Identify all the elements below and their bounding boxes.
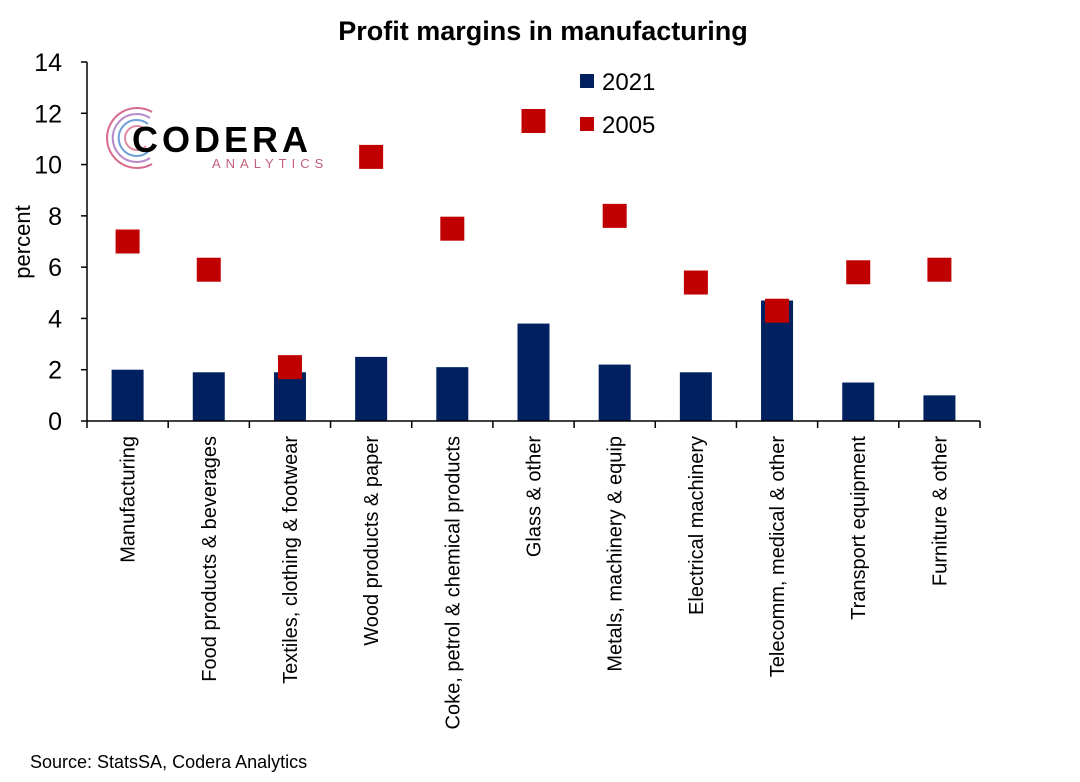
marker-2005: [927, 257, 952, 282]
legend-swatch-2021: [580, 74, 594, 88]
chart-title: Profit margins in manufacturing: [338, 16, 748, 46]
logo-tagline: ANALYTICS: [212, 156, 328, 171]
x-category-label: Electrical machinery: [686, 436, 708, 615]
bar-2021: [517, 323, 550, 421]
marker-2005: [359, 144, 384, 169]
x-category-label: Glass & other: [524, 436, 546, 558]
x-category-label: Metals, machinery & equip: [605, 436, 627, 672]
marker-2005: [115, 229, 140, 254]
plot-area: 0 2 4 6 8 10 12 14 Manufacturing Food products & …: [34, 49, 981, 729]
marker-2005: [602, 203, 627, 228]
marker-2005: [765, 298, 790, 323]
y-axis-label: percent: [10, 205, 35, 278]
y-tick-label: 10: [34, 152, 62, 180]
logo-name: CODERA: [132, 119, 312, 160]
marker-2005: [521, 108, 546, 133]
bar-2021: [842, 382, 875, 421]
x-category-label: Furniture & other: [929, 436, 951, 586]
bar-2021: [679, 372, 712, 421]
bar-2021: [273, 372, 306, 421]
y-tick-label: 4: [48, 305, 62, 333]
source-note: Source: StatsSA, Codera Analytics: [30, 752, 307, 772]
legend-label-2021: 2021: [602, 69, 655, 96]
y-tick-label: 8: [48, 203, 62, 231]
x-category-label: Telecomm, medical & other: [767, 436, 789, 678]
marker-2005: [440, 216, 465, 241]
bar-2021: [923, 395, 956, 421]
logo-swirl-icon: [106, 107, 153, 169]
bar-2021: [192, 372, 225, 421]
marker-2005: [846, 260, 871, 285]
x-category-label: Food products & beverages: [199, 436, 221, 682]
x-category-label: Wood products & paper: [361, 436, 383, 646]
x-category-label: Textiles, clothing & footwear: [280, 436, 302, 684]
marker-2005: [277, 355, 302, 380]
y-tick-label: 14: [34, 49, 62, 77]
bar-2021: [355, 356, 388, 421]
y-tick-label: 2: [48, 357, 62, 385]
x-category-label: Manufacturing: [118, 436, 140, 563]
marker-2005: [683, 270, 708, 295]
codera-logo: CODERA ANALYTICS: [106, 107, 328, 171]
y-tick-label: 6: [48, 254, 62, 282]
bar-2021: [111, 369, 144, 421]
x-category-label: Transport equipment: [848, 436, 870, 620]
y-tick-label: 0: [48, 408, 62, 436]
legend-label-2005: 2005: [602, 112, 655, 139]
marker-2005: [196, 257, 221, 282]
legend-swatch-2005: [580, 117, 594, 131]
legend: 2021 2005: [580, 69, 655, 139]
bar-2021: [436, 367, 469, 421]
y-tick-label: 12: [34, 100, 62, 128]
x-category-label: Coke, petrol & chemical products: [442, 436, 464, 729]
bar-2021: [598, 364, 631, 421]
